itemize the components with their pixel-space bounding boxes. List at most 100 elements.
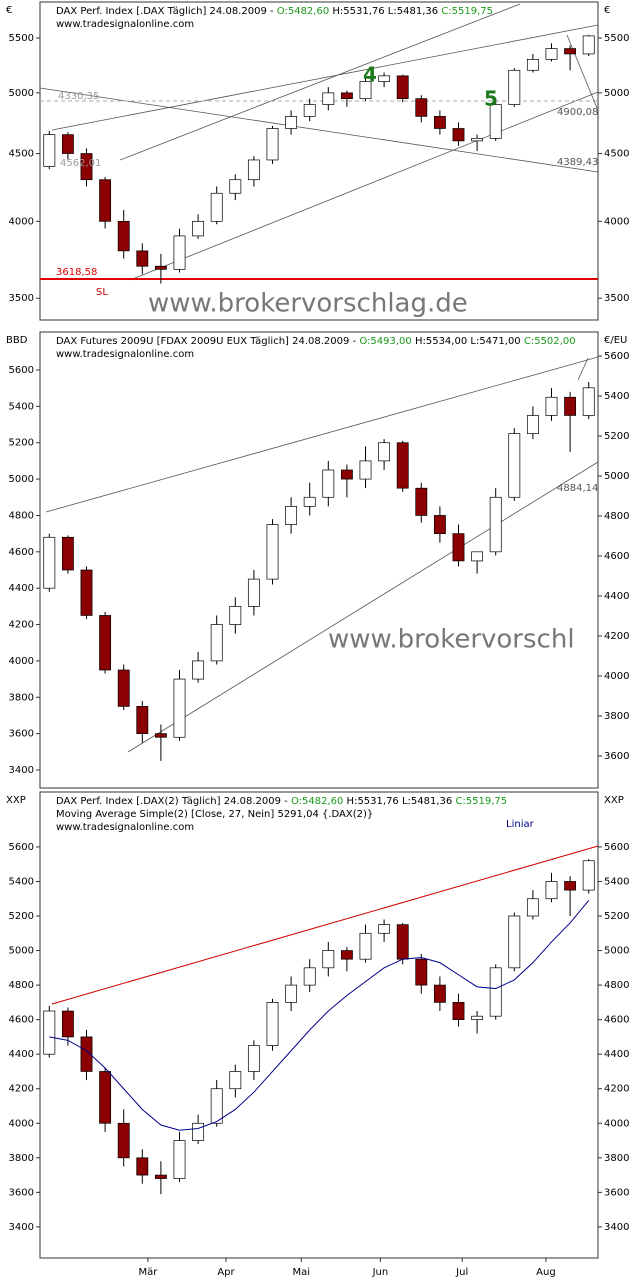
- candle-body: [173, 235, 186, 270]
- trend-line: [51, 845, 599, 1005]
- candle-body: [433, 984, 446, 1003]
- candle-body: [285, 116, 298, 129]
- candle-body: [433, 116, 446, 129]
- candle-body: [285, 984, 298, 1003]
- y-tick-label: 3400: [604, 1222, 629, 1233]
- candle-body: [136, 706, 149, 734]
- candle-body: [508, 433, 521, 498]
- candle-body: [359, 932, 372, 960]
- y-tick-label: 5600: [604, 842, 629, 853]
- y-tick-label: 4400: [604, 1049, 629, 1060]
- candle-body: [303, 496, 316, 507]
- candle-body: [564, 48, 577, 55]
- indicator-title: Moving Average Simple(2) [Close, 27, Nei…: [56, 809, 373, 820]
- y-tick-label: 4800: [604, 980, 629, 991]
- candle-body: [285, 506, 298, 525]
- candle-body: [378, 75, 391, 82]
- candle-body: [117, 669, 130, 707]
- x-tick-label: Jul: [455, 1267, 468, 1278]
- y2-tick-label: 4000: [604, 671, 629, 682]
- candle-body: [340, 950, 353, 960]
- y2-tick-label: 5400: [604, 391, 629, 402]
- candle-body: [433, 515, 446, 534]
- candle-body: [471, 551, 484, 562]
- candle-body: [452, 1002, 465, 1020]
- panel-1: [39, 1, 599, 321]
- candle-body: [415, 98, 428, 117]
- candle-body: [582, 860, 595, 891]
- y-tick-label: 5200: [604, 911, 629, 922]
- panel-2: [39, 331, 599, 789]
- candle-body: [136, 1157, 149, 1176]
- y2-tick-label: 5000: [604, 471, 629, 482]
- arrow: [566, 34, 598, 109]
- candle-body: [99, 1071, 112, 1124]
- candle-body: [489, 496, 502, 553]
- candle-body: [415, 487, 428, 516]
- y-tick-label: 4000: [604, 216, 629, 227]
- candle-body: [229, 1071, 242, 1090]
- candle-body: [43, 536, 56, 589]
- source: www.tradesignalonline.com: [56, 19, 194, 30]
- candle-body: [136, 250, 149, 267]
- candle-body: [154, 265, 167, 270]
- y-tick-label: 5000: [9, 474, 34, 485]
- y-tick-label: 3800: [9, 692, 34, 703]
- y2-tick-label: 3800: [604, 711, 629, 722]
- y-tick-label: 3400: [9, 1222, 34, 1233]
- candle-body: [266, 1002, 279, 1046]
- y-tick-label: 3500: [604, 293, 629, 304]
- candle-body: [43, 134, 56, 167]
- header-part: O:5493,00: [359, 336, 411, 347]
- arrow: [577, 357, 589, 381]
- y-tick-label: 5400: [604, 876, 629, 887]
- y-tick-label: 5000: [9, 946, 34, 957]
- panel-header: DAX Perf. Index [.DAX(2) Täglich] 24.08.…: [56, 796, 507, 807]
- candle-body: [266, 128, 279, 161]
- candle-body: [508, 69, 521, 105]
- candle-body: [378, 442, 391, 462]
- y-tick-label: 5500: [9, 33, 34, 44]
- sl-label: SL: [96, 287, 108, 298]
- candle-body: [582, 35, 595, 55]
- y2-tick-label: 3600: [604, 751, 629, 762]
- candle-body: [229, 606, 242, 625]
- candle-body: [564, 881, 577, 891]
- candle-body: [340, 469, 353, 480]
- y-tick-label: 3600: [604, 1187, 629, 1198]
- y-tick-label: 4000: [9, 656, 34, 667]
- y-tick-label: 4400: [9, 1049, 34, 1060]
- header-part: DAX Perf. Index [.DAX(2) Täglich] 24.08.…: [56, 796, 291, 807]
- header-part: H:5531,76 L:5481,36: [329, 6, 441, 17]
- y-tick-label: 4000: [9, 1118, 34, 1129]
- panel-header: DAX Futures 2009U [FDAX 2009U EUX Täglic…: [56, 336, 576, 347]
- candle-body: [359, 81, 372, 100]
- y-tick-label: 4500: [9, 149, 34, 160]
- y-tick-label: 5400: [9, 876, 34, 887]
- candle-body: [173, 1140, 186, 1179]
- support-label: 3618,58: [56, 267, 97, 278]
- y-tick-label: 5500: [604, 33, 629, 44]
- x-tick-label: Apr: [217, 1267, 235, 1278]
- y-tick-label: 5400: [9, 401, 34, 412]
- candle-body: [396, 442, 409, 489]
- candle-body: [117, 1122, 130, 1159]
- y2-tick-label: 4800: [604, 511, 629, 522]
- watermark: www.brokervorschl: [328, 625, 575, 655]
- candle-body: [61, 134, 74, 154]
- axis-unit: XXP: [604, 795, 624, 806]
- candle-body: [396, 924, 409, 960]
- axis-unit: XXP: [6, 795, 26, 806]
- candle-body: [489, 104, 502, 139]
- line-label: Liniar: [506, 819, 535, 830]
- candle-body: [43, 1010, 56, 1055]
- axis-unit: €: [604, 5, 610, 16]
- candle-body: [322, 92, 335, 105]
- candle-body: [247, 578, 260, 607]
- trend-line: [45, 356, 599, 513]
- candle-body: [378, 924, 391, 934]
- x-tick-label: Aug: [536, 1267, 556, 1278]
- panel-header: DAX Perf. Index [.DAX Täglich] 24.08.200…: [56, 6, 493, 17]
- y-tick-label: 4600: [9, 1015, 34, 1026]
